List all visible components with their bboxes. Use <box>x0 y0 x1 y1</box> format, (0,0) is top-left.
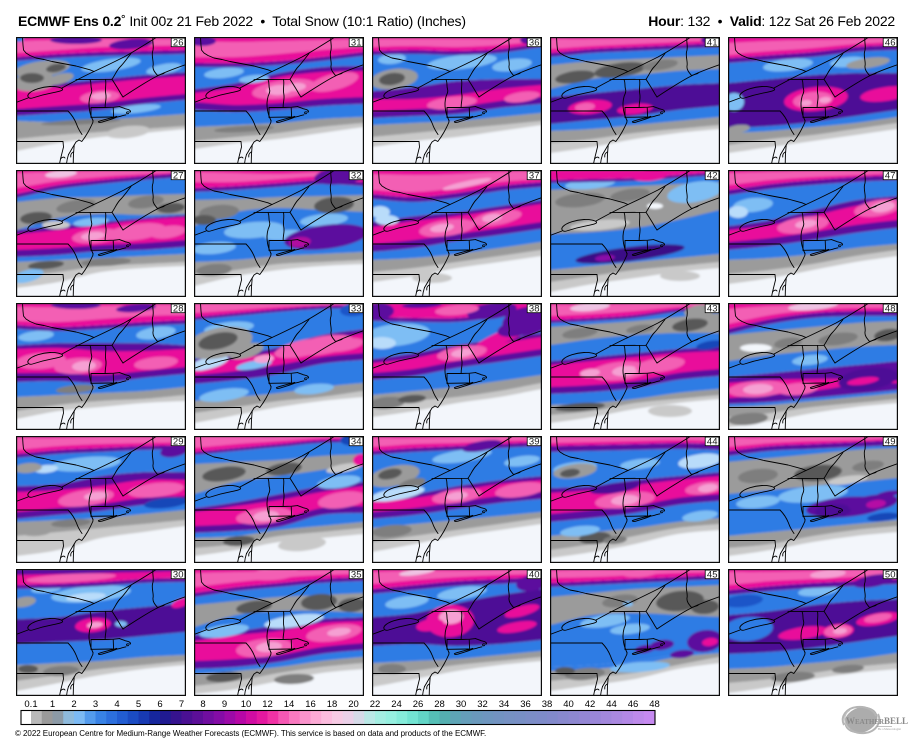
svg-text:49: 49 <box>885 436 896 447</box>
svg-text:4: 4 <box>114 699 119 710</box>
svg-text:44: 44 <box>606 699 617 710</box>
svg-text:32: 32 <box>477 699 488 710</box>
svg-text:5: 5 <box>136 699 141 710</box>
svg-text:18: 18 <box>327 699 338 710</box>
svg-text:32: 32 <box>351 170 362 181</box>
svg-text:9: 9 <box>222 699 227 710</box>
svg-text:30: 30 <box>456 699 467 710</box>
svg-text:8: 8 <box>200 699 205 710</box>
svg-text:3: 3 <box>93 699 98 710</box>
svg-text:2: 2 <box>71 699 76 710</box>
svg-text:42: 42 <box>585 699 596 710</box>
svg-text:43: 43 <box>707 303 718 314</box>
svg-text:29: 29 <box>173 436 184 447</box>
svg-text:14: 14 <box>284 699 295 710</box>
svg-text:48: 48 <box>885 303 896 314</box>
svg-text:24: 24 <box>391 699 402 710</box>
svg-text:47: 47 <box>885 170 896 181</box>
svg-text:31: 31 <box>351 37 362 48</box>
svg-text:26: 26 <box>173 37 184 48</box>
svg-text:46: 46 <box>885 37 896 48</box>
svg-text:28: 28 <box>173 303 184 314</box>
svg-text:38: 38 <box>529 303 540 314</box>
svg-text:40: 40 <box>563 699 574 710</box>
svg-text:44: 44 <box>707 436 718 447</box>
svg-text:48: 48 <box>649 699 660 710</box>
svg-text:Be a Meteorologist: Be a Meteorologist <box>878 727 901 731</box>
svg-text:10: 10 <box>241 699 252 710</box>
svg-text:0.1: 0.1 <box>24 699 37 710</box>
svg-text:41: 41 <box>707 37 718 48</box>
svg-text:16: 16 <box>305 699 316 710</box>
svg-text:1: 1 <box>50 699 55 710</box>
svg-text:34: 34 <box>499 699 510 710</box>
svg-text:37: 37 <box>529 170 540 181</box>
svg-text:26: 26 <box>413 699 424 710</box>
svg-text:WEATHERBELL: WEATHERBELL <box>846 716 908 726</box>
svg-text:30: 30 <box>173 569 184 580</box>
svg-text:38: 38 <box>542 699 553 710</box>
svg-text:7: 7 <box>179 699 184 710</box>
svg-text:35: 35 <box>351 569 362 580</box>
svg-text:6: 6 <box>157 699 162 710</box>
svg-text:36: 36 <box>529 37 540 48</box>
svg-text:45: 45 <box>707 569 718 580</box>
svg-text:33: 33 <box>351 303 362 314</box>
svg-text:40: 40 <box>529 569 540 580</box>
svg-text:39: 39 <box>529 436 540 447</box>
svg-text:27: 27 <box>173 170 184 181</box>
svg-text:12: 12 <box>262 699 273 710</box>
svg-text:50: 50 <box>885 569 896 580</box>
svg-text:20: 20 <box>348 699 359 710</box>
svg-text:28: 28 <box>434 699 445 710</box>
svg-text:34: 34 <box>351 436 362 447</box>
svg-text:42: 42 <box>707 170 718 181</box>
svg-text:22: 22 <box>370 699 381 710</box>
svg-text:36: 36 <box>520 699 531 710</box>
svg-text:46: 46 <box>628 699 639 710</box>
